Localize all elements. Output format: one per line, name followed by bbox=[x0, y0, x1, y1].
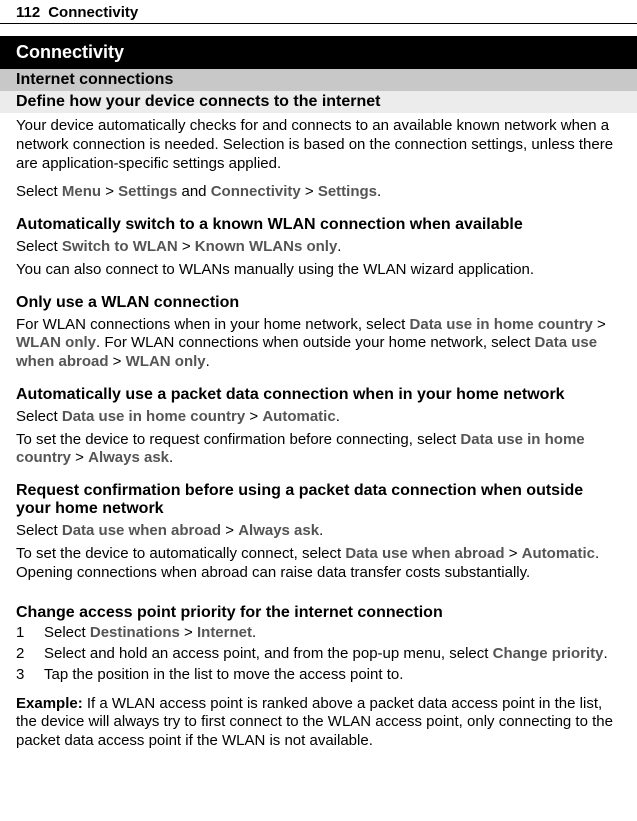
step2-pre: Select and hold an access point, and fro… bbox=[44, 645, 493, 662]
section4-title: Request confirmation before using a pack… bbox=[16, 482, 621, 518]
nav-menu: Menu bbox=[62, 183, 101, 200]
step1-t2: Internet bbox=[197, 624, 252, 641]
s1-switch: Switch to WLAN bbox=[62, 238, 178, 255]
s3-l2-b: . bbox=[169, 449, 173, 466]
s1-suffix: . bbox=[337, 238, 341, 255]
step-number: 2 bbox=[16, 645, 44, 664]
subsection-bar: Internet connections bbox=[0, 69, 637, 91]
step1-post: . bbox=[252, 624, 256, 641]
section1-title: Automatically switch to a known WLAN con… bbox=[16, 216, 621, 234]
step-text: Select Destinations > Internet. bbox=[44, 624, 621, 643]
nav-connectivity: Connectivity bbox=[211, 183, 301, 200]
nav-sep1: > bbox=[101, 183, 118, 200]
step-number: 1 bbox=[16, 624, 44, 643]
chapter-title-bar: Connectivity bbox=[0, 36, 637, 69]
section4-line2: To set the device to automatically conne… bbox=[16, 545, 621, 583]
s4-l1-suffix: . bbox=[319, 522, 323, 539]
page-header: 112 Connectivity bbox=[0, 0, 637, 24]
section2-para: For WLAN connections when in your home n… bbox=[16, 316, 621, 372]
s2-b: . For WLAN connections when outside your… bbox=[96, 334, 535, 351]
step3-pre: Tap the position in the list to move the… bbox=[44, 666, 403, 683]
s1-sep: > bbox=[178, 238, 195, 255]
s4-l2-abroad: Data use when abroad bbox=[345, 545, 504, 562]
step2-post: . bbox=[603, 645, 607, 662]
s4-l2-a: To set the device to automatically conne… bbox=[16, 545, 345, 562]
s4-l1-ask: Always ask bbox=[238, 522, 319, 539]
s1-prefix: Select bbox=[16, 238, 62, 255]
s3-l2-sep: > bbox=[71, 449, 88, 466]
step1-pre: Select bbox=[44, 624, 90, 641]
steps-list: 1 Select Destinations > Internet. 2 Sele… bbox=[16, 624, 621, 684]
s3-l1-suffix: . bbox=[336, 408, 340, 425]
s2-wlan1: WLAN only bbox=[16, 334, 96, 351]
s2-home: Data use in home country bbox=[410, 316, 593, 333]
s3-l2-a: To set the device to request confirmatio… bbox=[16, 431, 460, 448]
step-item: 3 Tap the position in the list to move t… bbox=[16, 666, 621, 685]
section4-line1: Select Data use when abroad > Always ask… bbox=[16, 522, 621, 541]
s2-sep1: > bbox=[593, 316, 606, 333]
intro-paragraph: Your device automatically checks for and… bbox=[16, 117, 621, 173]
nav-prefix: Select bbox=[16, 183, 62, 200]
section3-line2: To set the device to request confirmatio… bbox=[16, 431, 621, 469]
s4-l2-auto: Automatic bbox=[522, 545, 595, 562]
s4-l1-sep: > bbox=[221, 522, 238, 539]
s3-l1-sep: > bbox=[245, 408, 262, 425]
s3-l1-prefix: Select bbox=[16, 408, 62, 425]
step1-sep: > bbox=[180, 624, 197, 641]
section2-title: Only use a WLAN connection bbox=[16, 294, 621, 312]
step-text: Select and hold an access point, and fro… bbox=[44, 645, 621, 664]
s3-l1-auto: Automatic bbox=[262, 408, 335, 425]
step-number: 3 bbox=[16, 666, 44, 685]
nav-suffix: . bbox=[377, 183, 381, 200]
s2-wlan2: WLAN only bbox=[126, 353, 206, 370]
nav-settings2: Settings bbox=[318, 183, 377, 200]
step2-t1: Change priority bbox=[493, 645, 604, 662]
nav-and: and bbox=[177, 183, 210, 200]
step-item: 2 Select and hold an access point, and f… bbox=[16, 645, 621, 664]
section1-note: You can also connect to WLANs manually u… bbox=[16, 261, 621, 280]
s4-l1-abroad: Data use when abroad bbox=[62, 522, 221, 539]
s2-a: For WLAN connections when in your home n… bbox=[16, 316, 410, 333]
topic-bar: Define how your device connects to the i… bbox=[0, 91, 637, 113]
section1-select: Select Switch to WLAN > Known WLANs only… bbox=[16, 238, 621, 257]
nav-path: Select Menu > Settings and Connectivity … bbox=[16, 183, 621, 202]
step-item: 1 Select Destinations > Internet. bbox=[16, 624, 621, 643]
step1-t1: Destinations bbox=[90, 624, 180, 641]
nav-sep2: > bbox=[301, 183, 318, 200]
s3-l1-home: Data use in home country bbox=[62, 408, 245, 425]
s2-c: . bbox=[206, 353, 210, 370]
example-text: If a WLAN access point is ranked above a… bbox=[16, 695, 613, 750]
section3-line1: Select Data use in home country > Automa… bbox=[16, 408, 621, 427]
section3-title: Automatically use a packet data connecti… bbox=[16, 386, 621, 404]
example-label: Example: bbox=[16, 695, 87, 712]
example-paragraph: Example: If a WLAN access point is ranke… bbox=[16, 695, 621, 751]
s4-l2-sep: > bbox=[505, 545, 522, 562]
s3-l2-ask: Always ask bbox=[88, 449, 169, 466]
page-number: 112 bbox=[16, 4, 40, 21]
nav-settings: Settings bbox=[118, 183, 177, 200]
s2-sep2: > bbox=[109, 353, 126, 370]
s1-known: Known WLANs only bbox=[195, 238, 338, 255]
step-text: Tap the position in the list to move the… bbox=[44, 666, 621, 685]
page-header-section: Connectivity bbox=[40, 4, 621, 21]
s4-l1-prefix: Select bbox=[16, 522, 62, 539]
section5-title: Change access point priority for the int… bbox=[16, 604, 621, 622]
